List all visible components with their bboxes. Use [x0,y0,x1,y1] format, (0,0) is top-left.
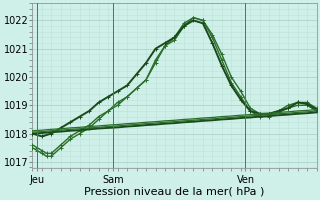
X-axis label: Pression niveau de la mer( hPa ): Pression niveau de la mer( hPa ) [84,187,265,197]
